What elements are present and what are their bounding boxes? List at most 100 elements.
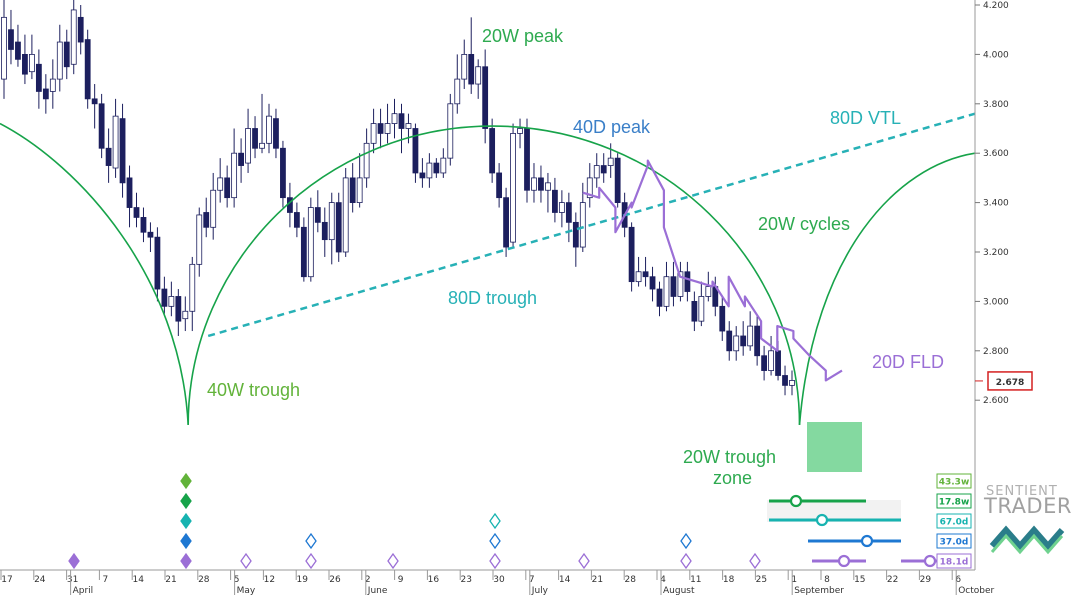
cycle-marker-diamond: [578, 552, 590, 570]
candle-body: [342, 177, 349, 253]
candle: [565, 192, 572, 243]
y-tick-label: 3.400: [983, 199, 1009, 209]
candle-body: [733, 335, 740, 352]
cycle-band-marker: [923, 554, 937, 568]
candle: [342, 168, 349, 257]
x-tick-label: 16: [428, 575, 440, 585]
candle: [84, 29, 91, 109]
cycle-band-marker: [860, 534, 874, 548]
cycle-marker-diamond: [489, 552, 501, 570]
candle-body: [252, 128, 258, 149]
candle-body: [461, 54, 468, 80]
x-tick-label: 28: [624, 575, 636, 585]
candle-body: [398, 113, 405, 129]
candle-body: [719, 305, 726, 332]
candle-body: [370, 123, 377, 144]
candle: [307, 197, 314, 282]
candle-body: [105, 147, 112, 166]
candle-body: [698, 296, 705, 322]
candle: [42, 74, 49, 114]
annotation-label: 20W peak: [482, 26, 564, 46]
candle-body: [119, 118, 126, 184]
candle-body: [273, 118, 279, 149]
candle: [280, 140, 286, 208]
x-tick-label: 7: [103, 575, 109, 585]
candle: [782, 365, 788, 396]
candle: [266, 103, 272, 154]
cycle-marker-diamond: [180, 472, 192, 490]
x-tick-label: 4: [660, 575, 666, 585]
candle: [314, 190, 321, 233]
annotation-label: 40D peak: [573, 117, 651, 137]
x-tick-label: 1: [791, 575, 797, 585]
candle-body: [140, 217, 147, 233]
x-tick-label: 11: [690, 575, 701, 585]
candle-body: [28, 54, 35, 73]
candle: [210, 172, 217, 240]
x-tick-label: 22: [887, 575, 898, 585]
badge-box: [936, 473, 972, 489]
candle: [147, 222, 154, 252]
candle-body: [259, 142, 265, 149]
candle: [649, 266, 656, 302]
cycle-marker-diamond: [180, 512, 192, 530]
candle-body: [531, 177, 537, 191]
candle: [719, 296, 726, 341]
candle-body: [468, 54, 475, 85]
candle: [91, 84, 98, 129]
candle-body: [300, 226, 307, 278]
candle: [545, 172, 551, 213]
cycle-bands: 43.3w 17.8w 67.0d 37.0d 18.1d: [767, 473, 972, 569]
candle-body: [356, 177, 363, 203]
candle-body: [691, 300, 698, 322]
candle: [579, 182, 586, 252]
candle: [754, 316, 761, 366]
candle-body: [405, 123, 412, 129]
badge-box: [936, 533, 972, 549]
candle: [733, 326, 740, 361]
fld-20d-line: [582, 159, 843, 382]
candle: [670, 261, 677, 307]
candle-body: [22, 54, 28, 75]
cycle-band-marker: [789, 494, 803, 508]
month-label: September: [794, 586, 844, 596]
cycle-marker-diamond: [489, 512, 501, 530]
candle-body: [677, 271, 684, 297]
candle: [119, 103, 126, 198]
candle-body: [552, 189, 558, 213]
candle: [656, 281, 663, 317]
candle-body: [307, 207, 314, 278]
x-tick-label: 5: [234, 575, 240, 585]
cycle-band: [901, 554, 937, 568]
candle: [468, 17, 475, 94]
candle: [231, 128, 238, 208]
candle: [691, 291, 698, 332]
vtl-80d-line: [207, 112, 976, 338]
cycle-marker-diamond: [68, 552, 80, 570]
candle: [586, 163, 593, 208]
candle-body: [280, 147, 286, 199]
x-tick-label: 8: [824, 575, 830, 585]
candle: [684, 261, 691, 302]
candle-body: [266, 115, 272, 144]
month-label: May: [237, 586, 256, 596]
candle-body: [133, 207, 140, 218]
candle: [321, 207, 328, 257]
candle-body: [482, 66, 489, 129]
cycle-marker-diamond: [680, 532, 692, 550]
candle-body: [49, 78, 56, 92]
candle-body: [293, 212, 300, 228]
candle-body: [782, 375, 788, 386]
candle: [293, 202, 300, 238]
candle: [259, 93, 265, 154]
candle: [489, 118, 496, 183]
candle-body: [56, 41, 63, 80]
axes: 4.200 4.000 3.800 3.600 3.400 3.200 3.000 2.800…: [0, 0, 1033, 596]
x-tick-label: 14: [132, 575, 144, 585]
cycle-length-badge: 18.1d: [936, 553, 972, 569]
x-tick-label: 23: [460, 575, 471, 585]
x-tick-label: 7: [529, 575, 535, 585]
candle-body: [593, 165, 600, 179]
candle-body: [210, 189, 217, 228]
